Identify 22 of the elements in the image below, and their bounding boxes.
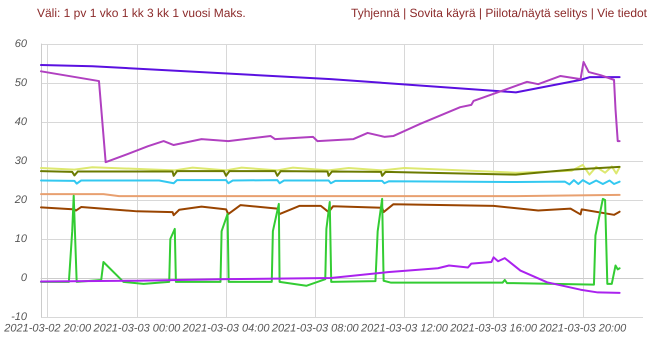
line-series	[40, 64, 621, 94]
y-tick-label: 40	[14, 116, 28, 128]
x-tick-label: 2021-03-03 20:00	[538, 322, 628, 334]
line-series	[40, 60, 621, 164]
y-tick-label: 30	[14, 155, 28, 167]
y-tick-label: 50	[14, 77, 28, 89]
x-tick-label: 2021-03-02 20:00	[3, 322, 92, 334]
text: Tyhjennä | Sovita käyrä | Piilota/näytä selitys | Vie tiedot	[351, 6, 647, 20]
y-tick-label: 0	[20, 272, 28, 284]
line-series	[40, 203, 621, 216]
line-series	[40, 256, 621, 294]
x-tick-label: 2021-03-03 08:00	[270, 322, 360, 334]
x-tick-label: 2021-03-03 04:00	[182, 322, 270, 334]
text: Väli: 1 pv 1 vko 1 kk 3 kk 1 vuosi Maks.	[37, 6, 246, 20]
y-tick-label: -10	[11, 311, 28, 323]
x-tick-label: 2021-03-03 16:00	[449, 322, 538, 334]
x-tick-label: 2021-03-03 00:00	[92, 322, 182, 334]
x-tick-label: 2021-03-03 12:00	[360, 322, 449, 334]
y-tick-label: 60	[14, 38, 28, 50]
y-tick-label: 20	[14, 194, 28, 206]
line-series	[40, 194, 621, 287]
y-tick-label: 10	[14, 233, 28, 245]
